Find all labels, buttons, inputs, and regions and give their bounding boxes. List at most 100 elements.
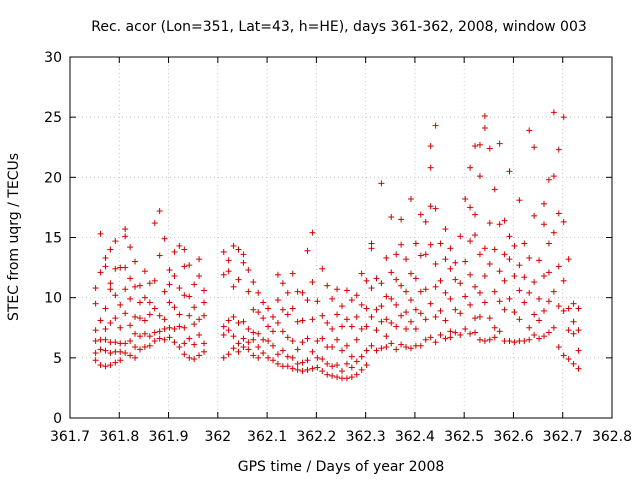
- data-point: [378, 318, 385, 325]
- data-point: [151, 305, 158, 312]
- data-point: [132, 344, 139, 351]
- data-point: [363, 347, 370, 354]
- data-point: [560, 277, 567, 284]
- data-point: [457, 331, 464, 338]
- data-point: [265, 305, 272, 312]
- data-point: [240, 344, 247, 351]
- data-point: [476, 173, 483, 180]
- x-tick-label: 361.9: [148, 429, 188, 445]
- data-point: [531, 144, 538, 151]
- data-point: [112, 238, 119, 245]
- data-point: [151, 337, 158, 344]
- data-point: [255, 344, 262, 351]
- data-point: [560, 114, 567, 121]
- data-point: [467, 330, 474, 337]
- data-point: [486, 145, 493, 152]
- y-tick-labels: 0 5 10 15 20 25 30: [44, 50, 62, 427]
- data-point: [230, 283, 237, 290]
- y-tick-label: 15: [44, 231, 62, 247]
- data-point: [526, 254, 533, 261]
- y-tick-label: 5: [53, 351, 62, 367]
- data-point: [570, 330, 577, 337]
- data-point: [516, 262, 523, 269]
- data-point: [329, 295, 336, 302]
- data-point: [309, 348, 316, 355]
- data-point: [279, 280, 286, 287]
- data-point: [338, 323, 345, 330]
- data-point: [132, 283, 139, 290]
- data-point: [481, 245, 488, 252]
- data-point: [334, 311, 341, 318]
- data-point: [427, 334, 434, 341]
- data-point: [516, 287, 523, 294]
- data-point: [240, 259, 247, 266]
- data-point: [117, 357, 124, 364]
- data-point: [501, 217, 508, 224]
- data-point: [476, 141, 483, 148]
- data-point: [220, 331, 227, 338]
- data-point: [220, 323, 227, 330]
- data-point: [235, 340, 242, 347]
- data-point: [403, 344, 410, 351]
- data-point: [481, 273, 488, 280]
- data-point: [531, 311, 538, 318]
- data-point: [545, 176, 552, 183]
- data-point: [383, 254, 390, 261]
- data-point: [541, 307, 548, 314]
- data-point: [422, 316, 429, 323]
- data-point: [156, 335, 163, 342]
- data-point: [348, 323, 355, 330]
- data-point: [289, 337, 296, 344]
- data-point: [274, 297, 281, 304]
- x-axis-label: GPS time / Days of year 2008: [238, 459, 445, 475]
- data-point: [550, 109, 557, 116]
- data-point: [481, 124, 488, 131]
- data-point: [245, 266, 252, 273]
- data-point: [92, 350, 99, 357]
- data-point: [146, 299, 153, 306]
- data-point: [102, 305, 109, 312]
- data-point: [97, 362, 104, 369]
- data-point: [442, 289, 449, 296]
- data-point: [427, 241, 434, 248]
- data-point: [284, 289, 291, 296]
- data-point: [511, 273, 518, 280]
- data-point: [136, 282, 143, 289]
- data-point: [132, 330, 139, 337]
- x-tick-label: 362.5: [444, 429, 484, 445]
- data-point: [299, 289, 306, 296]
- data-point: [304, 297, 311, 304]
- data-point: [171, 325, 178, 332]
- data-point: [127, 352, 134, 359]
- data-point: [353, 358, 360, 365]
- data-point: [225, 317, 232, 324]
- data-point: [314, 364, 321, 371]
- data-point: [265, 323, 272, 330]
- data-point: [191, 321, 198, 328]
- data-point: [324, 282, 331, 289]
- data-point: [240, 251, 247, 258]
- data-point: [383, 344, 390, 351]
- data-point: [521, 299, 528, 306]
- data-point: [343, 342, 350, 349]
- data-point: [427, 300, 434, 307]
- data-point: [309, 365, 316, 372]
- data-point: [368, 313, 375, 320]
- data-point: [141, 268, 148, 275]
- data-point: [560, 352, 567, 359]
- data-point: [122, 350, 129, 357]
- data-point: [467, 204, 474, 211]
- data-point: [294, 360, 301, 367]
- x-tick-label: 362.1: [247, 429, 287, 445]
- data-point: [107, 286, 114, 293]
- data-point: [334, 336, 341, 343]
- data-point: [417, 252, 424, 259]
- data-point: [363, 362, 370, 369]
- data-point: [398, 282, 405, 289]
- data-point: [447, 245, 454, 252]
- data-point: [270, 342, 277, 349]
- data-point: [358, 366, 365, 373]
- data-point: [156, 312, 163, 319]
- data-point: [122, 233, 129, 240]
